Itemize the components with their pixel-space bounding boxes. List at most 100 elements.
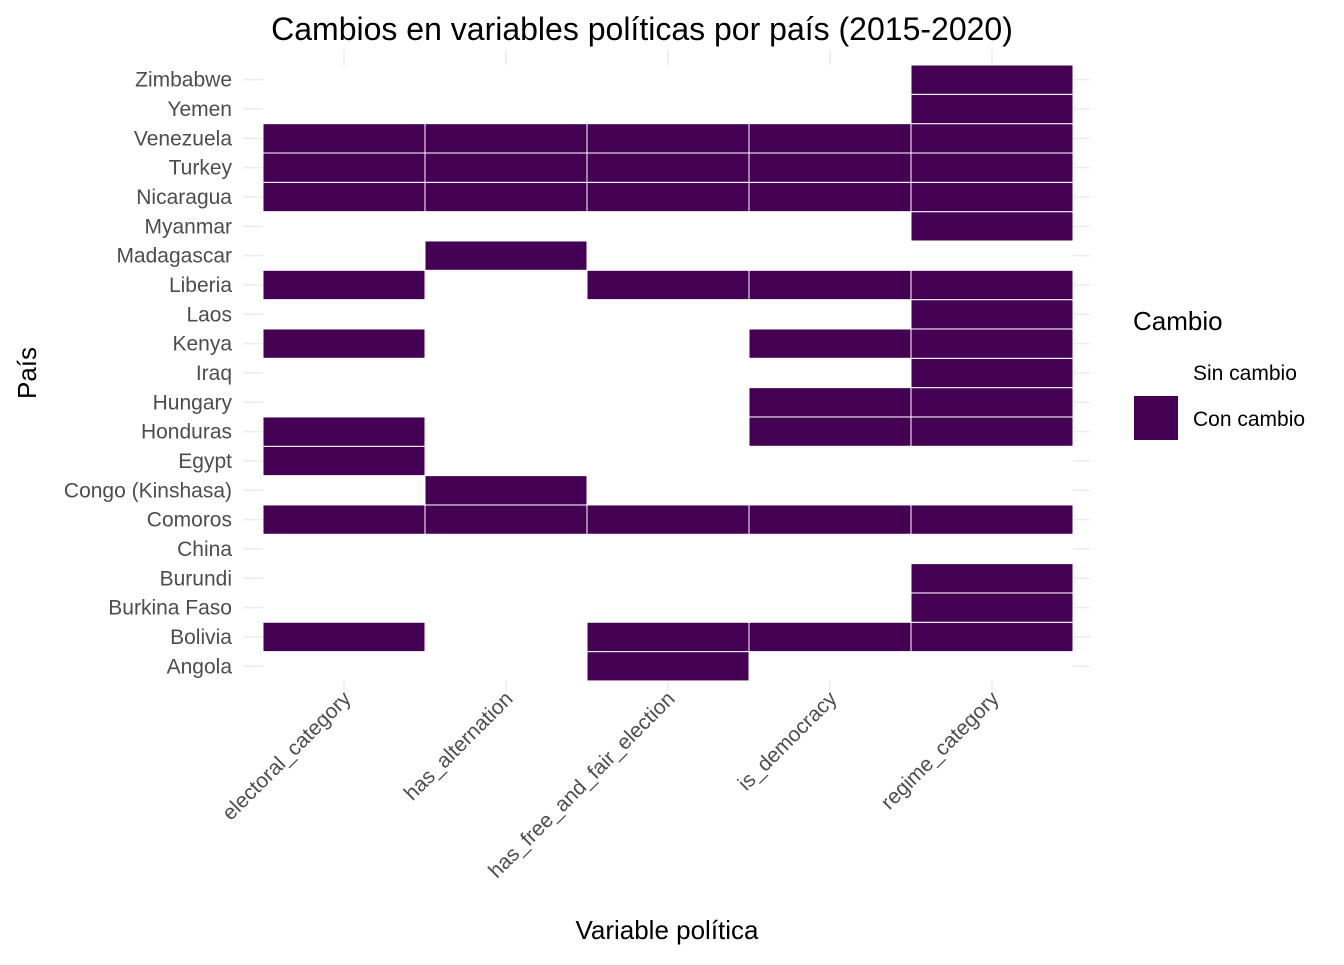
heatmap-cell (262, 621, 426, 653)
heatmap-cell (586, 123, 750, 154)
heatmap-cell (586, 269, 750, 301)
heatmap-cell (425, 270, 587, 300)
heatmap-cell (748, 123, 912, 154)
heatmap-cell (424, 240, 588, 271)
heatmap-cell (263, 211, 425, 241)
x-tick-label: has_free_and_fair_election (484, 687, 679, 882)
y-tick-label: Myanmar (144, 215, 232, 238)
legend-title: Cambio (1133, 306, 1223, 336)
heatmap-cell (424, 123, 588, 154)
chart-title: Cambios en variables políticas por país … (271, 11, 1013, 47)
heatmap-cell (749, 563, 911, 593)
heatmap-cell (263, 299, 425, 329)
heatmap-cell (910, 387, 1074, 418)
y-tick-label: Madagascar (116, 245, 232, 268)
x-axis-title: Variable política (575, 915, 759, 945)
heatmap-cell (587, 240, 749, 271)
legend-label-sin-cambio: Sin cambio (1193, 362, 1297, 385)
heatmap-cell (910, 416, 1074, 447)
heatmap-cell (586, 181, 750, 213)
heatmap-cell (263, 65, 425, 95)
heatmap-cell (586, 621, 750, 653)
heatmap-cell (424, 475, 588, 506)
heatmap-cell (263, 563, 425, 593)
heatmap-cell (910, 93, 1074, 125)
heatmap-cell (262, 328, 426, 359)
heatmap-cell (748, 387, 912, 418)
heatmap-cell (263, 94, 425, 124)
heatmap-cell (749, 446, 911, 476)
y-tick-label: Venezuela (134, 127, 232, 150)
heatmap-cell (910, 592, 1074, 623)
heatmap-cell (262, 123, 426, 154)
legend-key-sin-cambio (1134, 350, 1178, 394)
heatmap-cell (749, 651, 911, 681)
heatmap-cell (263, 534, 425, 564)
heatmap-cell (748, 181, 912, 213)
x-tick-label: is_democracy (734, 687, 842, 795)
heatmap-cell (911, 475, 1073, 505)
heatmap-cell (749, 240, 911, 271)
legend: Cambio Sin cambio Con cambio (1133, 306, 1305, 440)
y-tick-label: Bolivia (170, 626, 232, 649)
heatmap-cell (263, 358, 425, 388)
heatmap-cell (911, 534, 1073, 564)
heatmap-cell (749, 534, 911, 564)
y-tick-label: Angola (167, 655, 233, 678)
heatmap-cell (910, 357, 1074, 389)
heatmap-cell (748, 416, 912, 447)
heatmap-cell (749, 358, 911, 388)
heatmap-cell (425, 328, 587, 359)
y-tick-label: China (177, 538, 232, 561)
heatmap-cell (749, 299, 911, 329)
y-tick-label: Comoros (147, 509, 232, 532)
heatmap-cell (910, 181, 1074, 213)
y-tick-label: Burundi (160, 567, 232, 590)
heatmap-cell (587, 534, 749, 564)
heatmap-cell (587, 592, 749, 623)
heatmap-cell (748, 152, 912, 183)
y-tick-label: Honduras (141, 421, 232, 444)
heatmap-cell (586, 651, 750, 682)
heatmap-cell (425, 387, 587, 417)
heatmap-cell (424, 504, 588, 535)
heatmap-cell (262, 504, 426, 535)
legend-key-con-cambio (1134, 396, 1178, 440)
heatmap-cell (425, 65, 587, 95)
heatmap-cell (262, 445, 426, 477)
heatmap-cell (910, 504, 1074, 535)
heatmap-cell (749, 65, 911, 95)
y-tick-label: Nicaragua (136, 186, 232, 209)
heatmap-cell (587, 358, 749, 388)
heatmap-cell (262, 152, 426, 183)
heatmap-cell (587, 94, 749, 124)
heatmap-cell (587, 563, 749, 593)
heatmap-cell (425, 622, 587, 652)
y-tick-label: Burkina Faso (108, 597, 232, 620)
heatmap-cell (749, 592, 911, 623)
heatmap-cell (910, 299, 1074, 330)
y-tick-label: Congo (Kinshasa) (64, 479, 232, 502)
heatmap-cell (910, 269, 1074, 301)
x-tick-label: regime_category (877, 687, 1004, 814)
heatmap-cell (262, 416, 426, 447)
heatmap-cell (425, 651, 587, 681)
heatmap-cell (587, 387, 749, 417)
heatmap-cell (749, 211, 911, 241)
heatmap-cell (910, 64, 1074, 95)
heatmap-cell (425, 211, 587, 241)
heatmap-cell (910, 621, 1074, 653)
x-tick-label: electoral_category (218, 687, 356, 825)
heatmap-cell (263, 475, 425, 505)
heatmap-cell (748, 269, 912, 301)
heatmap-cell (263, 387, 425, 417)
heatmap-cell (425, 416, 587, 447)
y-tick-label: Liberia (169, 274, 232, 297)
heatmap-cell (425, 358, 587, 388)
heatmap-cell (910, 152, 1074, 183)
y-axis-ticks: Angola Bolivia Burkina Faso Burundi China Com… (64, 69, 233, 679)
y-axis-title: País (12, 347, 42, 399)
heatmap-cell (424, 181, 588, 213)
legend-label-con-cambio: Con cambio (1193, 408, 1305, 431)
